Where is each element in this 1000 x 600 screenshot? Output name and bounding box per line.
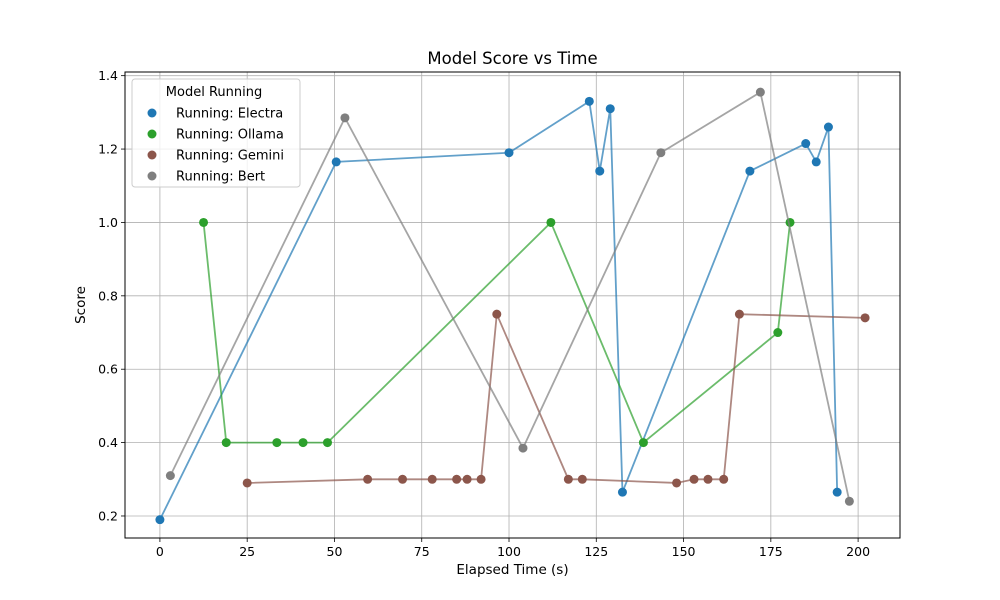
series-bert — [165, 87, 854, 506]
data-point-gemini — [672, 478, 682, 488]
x-tick-label: 50 — [327, 544, 343, 559]
data-point-electra — [823, 122, 833, 132]
data-point-electra — [605, 104, 615, 114]
legend-marker — [147, 129, 157, 139]
data-point-bert — [755, 87, 765, 97]
data-point-gemini — [363, 474, 373, 484]
data-point-electra — [155, 515, 165, 525]
data-point-electra — [801, 139, 811, 149]
y-tick-label: 1.4 — [98, 68, 118, 83]
legend: Model Running Running: Electra Running: O… — [131, 78, 301, 188]
legend-marker — [147, 171, 157, 181]
data-point-electra — [595, 166, 605, 176]
legend-box — [131, 78, 301, 188]
data-point-electra — [745, 166, 755, 176]
data-point-gemini — [476, 474, 486, 484]
x-tick-label: 175 — [759, 544, 783, 559]
data-point-bert — [518, 443, 528, 453]
x-axis: 0 25 50 75 100 125 150 175 200 — [156, 538, 870, 559]
series-line-electra — [159, 99, 839, 521]
data-point-electra — [584, 96, 594, 106]
y-tick-label: 1.2 — [98, 142, 118, 157]
x-axis-label: Elapsed Time (s) — [456, 562, 568, 578]
x-tick-label: 150 — [672, 544, 696, 559]
data-point-electra — [504, 148, 514, 158]
legend-entry-label: Running: Ollama — [176, 128, 284, 143]
x-tick-label: 100 — [497, 544, 521, 559]
legend-entry-label: Running: Bert — [176, 170, 265, 185]
data-point-gemini — [427, 474, 437, 484]
y-axis-label: Score — [73, 286, 89, 324]
legend-entries: Running: Electra Running: Ollama Running: … — [147, 107, 284, 185]
legend-entry-label: Running: Electra — [176, 107, 283, 122]
data-point-ollama — [322, 438, 332, 448]
data-point-gemini — [462, 474, 472, 484]
plot-series — [155, 87, 870, 525]
x-tick-label: 0 — [156, 544, 164, 559]
data-point-ollama — [638, 438, 648, 448]
y-tick-label: 0.2 — [98, 508, 118, 523]
data-point-ollama — [546, 217, 556, 227]
data-point-electra — [811, 157, 821, 167]
legend-title: Model Running — [166, 85, 262, 100]
data-point-gemini — [860, 313, 870, 323]
series-gemini — [242, 309, 870, 488]
data-point-ollama — [199, 217, 209, 227]
data-point-ollama — [272, 438, 282, 448]
data-point-gemini — [734, 309, 744, 319]
legend-marker — [147, 108, 157, 118]
data-point-ollama — [298, 438, 308, 448]
x-tick-label: 200 — [846, 544, 870, 559]
series-line-bert — [169, 90, 851, 502]
data-point-bert — [844, 496, 854, 506]
plot-frame — [124, 71, 901, 539]
legend-marker — [147, 150, 157, 160]
chart-title: Model Score vs Time — [427, 49, 597, 68]
data-point-gemini — [563, 474, 573, 484]
data-point-electra — [832, 487, 842, 497]
data-point-gemini — [492, 309, 502, 319]
data-point-electra — [617, 487, 627, 497]
data-point-bert — [656, 148, 666, 158]
y-tick-label: 0.4 — [98, 435, 118, 450]
data-point-bert — [165, 471, 175, 481]
y-tick-label: 0.8 — [98, 288, 118, 303]
data-point-gemini — [719, 474, 729, 484]
data-point-gemini — [242, 478, 252, 488]
data-point-gemini — [703, 474, 713, 484]
data-point-gemini — [577, 474, 587, 484]
data-point-ollama — [773, 328, 783, 338]
y-tick-label: 0.6 — [98, 362, 118, 377]
y-axis: 0.2 0.4 0.6 0.8 1.0 1.2 1.4 — [98, 68, 125, 523]
series-ollama — [199, 217, 795, 448]
y-tick-label: 1.0 — [98, 215, 118, 230]
legend-entry-label: Running: Gemini — [176, 149, 284, 164]
x-tick-label: 125 — [584, 544, 608, 559]
data-point-electra — [331, 157, 341, 167]
series-line-gemini — [247, 313, 866, 484]
data-point-bert — [340, 113, 350, 123]
x-tick-label: 75 — [414, 544, 430, 559]
grid — [125, 72, 900, 538]
x-tick-label: 25 — [239, 544, 255, 559]
data-point-gemini — [452, 474, 462, 484]
series-electra — [155, 96, 842, 525]
data-point-gemini — [398, 474, 408, 484]
data-point-gemini — [689, 474, 699, 484]
data-point-ollama — [221, 438, 231, 448]
